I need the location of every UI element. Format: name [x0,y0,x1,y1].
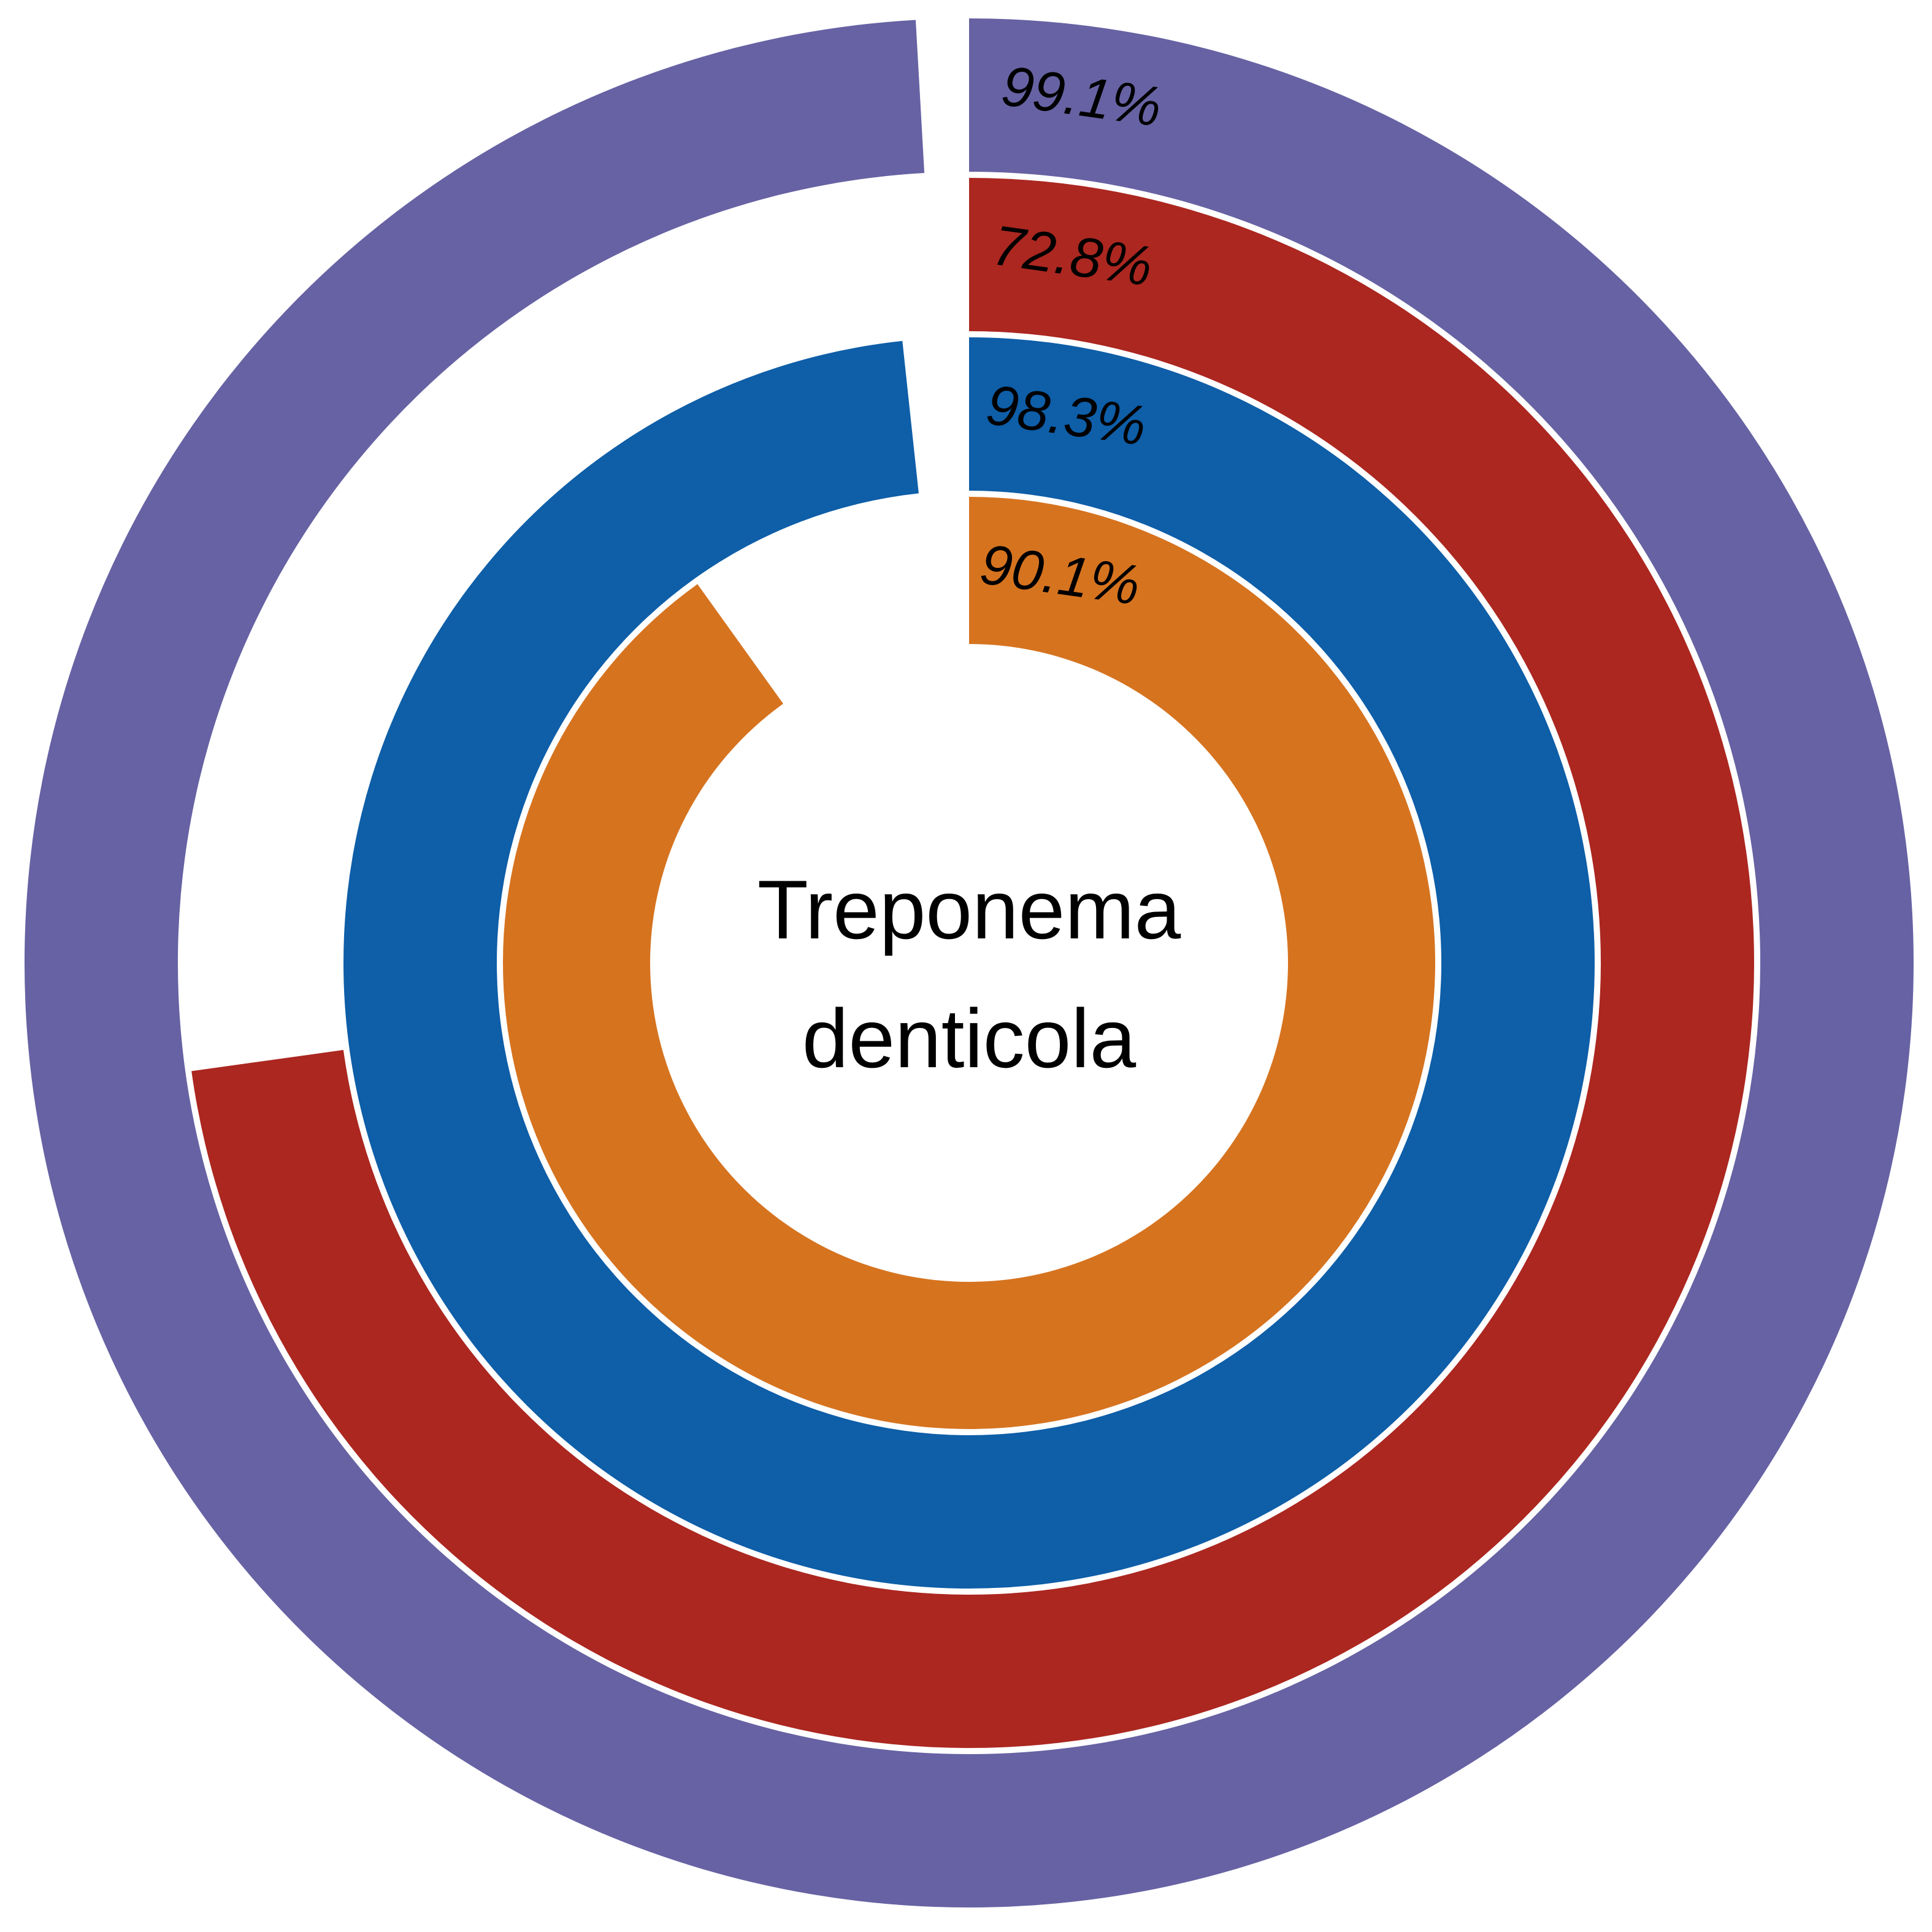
rings-layer [25,18,1914,1907]
center-label-line-1: Treponema [757,863,1181,956]
center-label-line-2: denticola [802,992,1137,1085]
ring-bar-4 [503,497,1435,1429]
